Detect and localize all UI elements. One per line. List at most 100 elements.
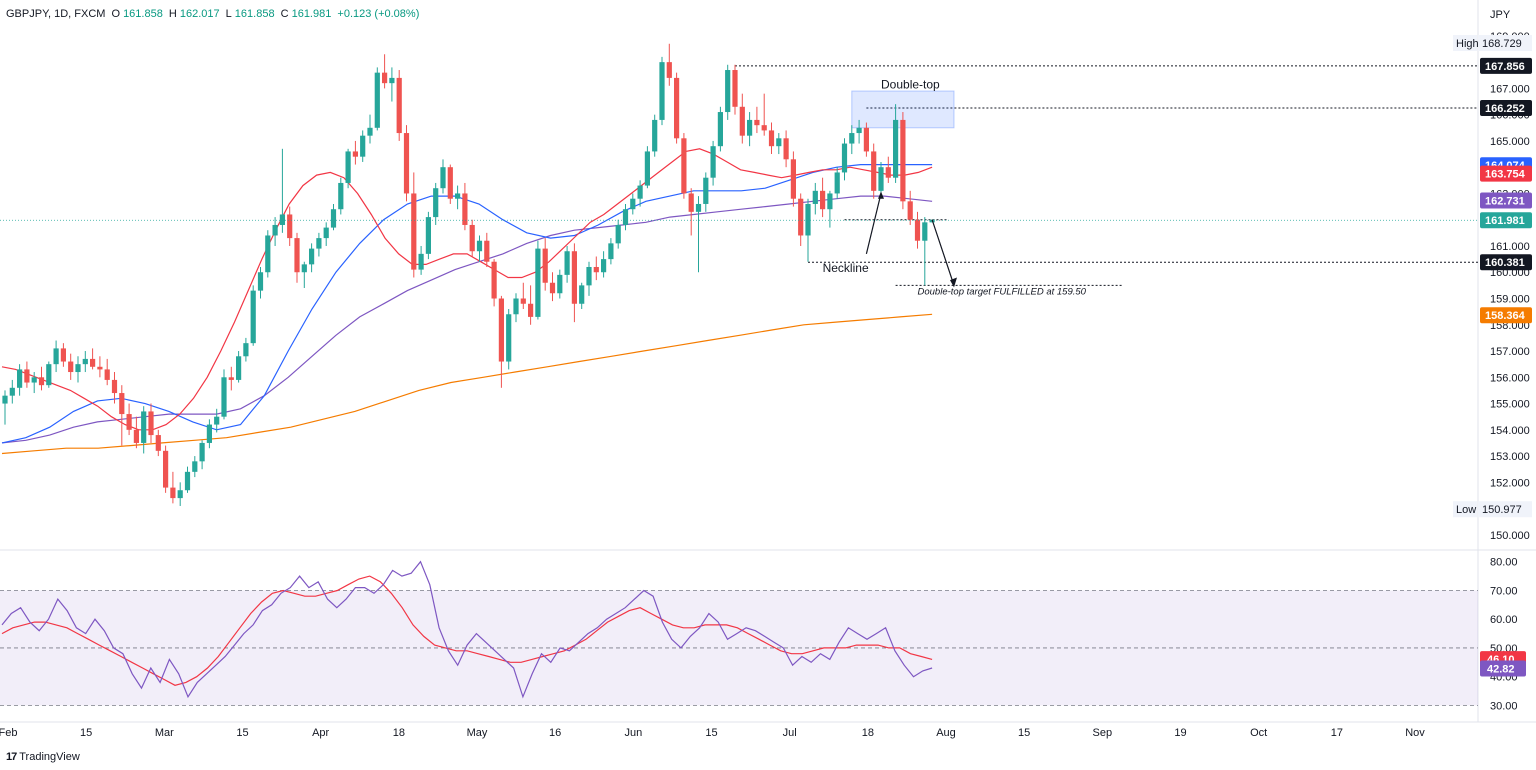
candle-body [97, 366, 103, 370]
time-tick-label: 16 [549, 727, 561, 739]
candle-body [849, 133, 855, 144]
candle-body [871, 151, 877, 191]
price-tag-label-bg [1453, 501, 1477, 518]
symbol-label[interactable]: GBPJPY, 1D, FXCM [6, 8, 106, 20]
candle-body [820, 190, 826, 210]
candle-body [615, 224, 621, 244]
price-label-value: 163.754 [1485, 169, 1526, 181]
candle-body [90, 358, 96, 367]
close-value: 161.981 [291, 8, 332, 20]
candle-body [798, 198, 804, 236]
candle-body [265, 235, 271, 273]
high-label: H [168, 8, 177, 20]
price-label-value: 158.364 [1485, 310, 1526, 322]
candle-body [228, 377, 234, 380]
high-value: 162.017 [179, 8, 220, 20]
candle-body [586, 266, 592, 286]
candle-body [608, 243, 614, 260]
candle-body [31, 377, 37, 383]
candle-body [812, 190, 818, 204]
candle-body [214, 416, 220, 425]
change-value: +0.123 (+0.08%) [337, 8, 420, 20]
candle-body [192, 461, 198, 472]
price-label-bg [1480, 307, 1532, 324]
candle-body [294, 238, 300, 273]
candle-body [900, 119, 906, 202]
candle-body [382, 72, 388, 84]
time-tick-label: 15 [80, 727, 92, 739]
candle-body [199, 442, 205, 462]
candle-body [528, 303, 534, 317]
candle-body [579, 285, 585, 304]
time-tick-label: 18 [393, 727, 405, 739]
price-tick-label: 161.000 [1490, 241, 1530, 253]
tradingview-logo[interactable]: 17 TradingView [6, 751, 80, 763]
candle-body [309, 248, 315, 265]
candle-body [520, 298, 526, 304]
candle-body [674, 77, 680, 139]
candle-body [622, 209, 629, 225]
low-value: 161.858 [234, 8, 275, 20]
candle-body [301, 264, 307, 273]
candle-body [53, 348, 59, 365]
candle-body [491, 261, 497, 299]
candle-body [206, 424, 212, 443]
price-tick-label: 155.000 [1490, 399, 1530, 411]
target-label: Double-top target FULFILLED at 159.50 [918, 287, 1087, 298]
candle-body [732, 70, 738, 107]
price-label-value: 161.981 [1485, 215, 1525, 227]
price-tick-label: 165.000 [1490, 136, 1530, 148]
price-tick-label: 167.000 [1490, 83, 1530, 95]
time-tick-label: May [467, 727, 488, 739]
candle-body [9, 387, 15, 396]
price-label-bg [1480, 192, 1532, 209]
double-top-label: Double-top [881, 77, 940, 91]
time-tick-label: Mar [155, 727, 174, 739]
price-tick-label: 160.000 [1490, 267, 1530, 279]
candle-body [907, 201, 913, 220]
price-tag-label: Low [1456, 504, 1476, 516]
candle-body [68, 361, 74, 373]
candle-body [316, 238, 322, 249]
candle-body [389, 77, 395, 84]
candle-body [221, 377, 227, 417]
price-tag-bg [1478, 34, 1532, 51]
candle-body [24, 369, 30, 383]
candle-body [75, 364, 81, 373]
candle-body [111, 379, 118, 394]
time-tick-label: 15 [1018, 727, 1030, 739]
candle-body [637, 185, 643, 199]
price-label-bg [1480, 165, 1532, 182]
time-tick-label: Sep [1093, 727, 1113, 739]
candle-body [447, 167, 453, 199]
price-tag-label-bg [1453, 34, 1477, 51]
candle-body [279, 214, 285, 225]
rsi-tick-label: 30.00 [1490, 700, 1518, 712]
price-tag-value: 168.729 [1482, 38, 1522, 50]
candle-body [476, 240, 483, 252]
time-tick-label: 18 [862, 727, 874, 739]
candle-body [455, 193, 461, 199]
price-tick-label: 152.000 [1490, 477, 1530, 489]
low-label: L [225, 8, 232, 20]
candle-body [841, 143, 848, 173]
candle-body [418, 253, 424, 270]
close-label: C [280, 8, 289, 20]
candle-body [754, 119, 760, 126]
candle-body [360, 135, 366, 157]
candle-body [739, 106, 745, 136]
candle-body [761, 125, 767, 131]
candle-body [878, 167, 884, 191]
candle-body [652, 119, 658, 152]
rsi-line [1, 560, 933, 699]
candle-body [827, 193, 833, 210]
time-tick-label: Jul [783, 727, 797, 739]
candle-body [352, 151, 358, 157]
price-label-bg [1480, 212, 1532, 229]
price-label-value: 167.856 [1485, 61, 1525, 73]
candle-body [411, 193, 417, 270]
candle-body [776, 138, 782, 147]
open-value: 161.858 [123, 8, 163, 20]
candle-body [513, 298, 519, 315]
